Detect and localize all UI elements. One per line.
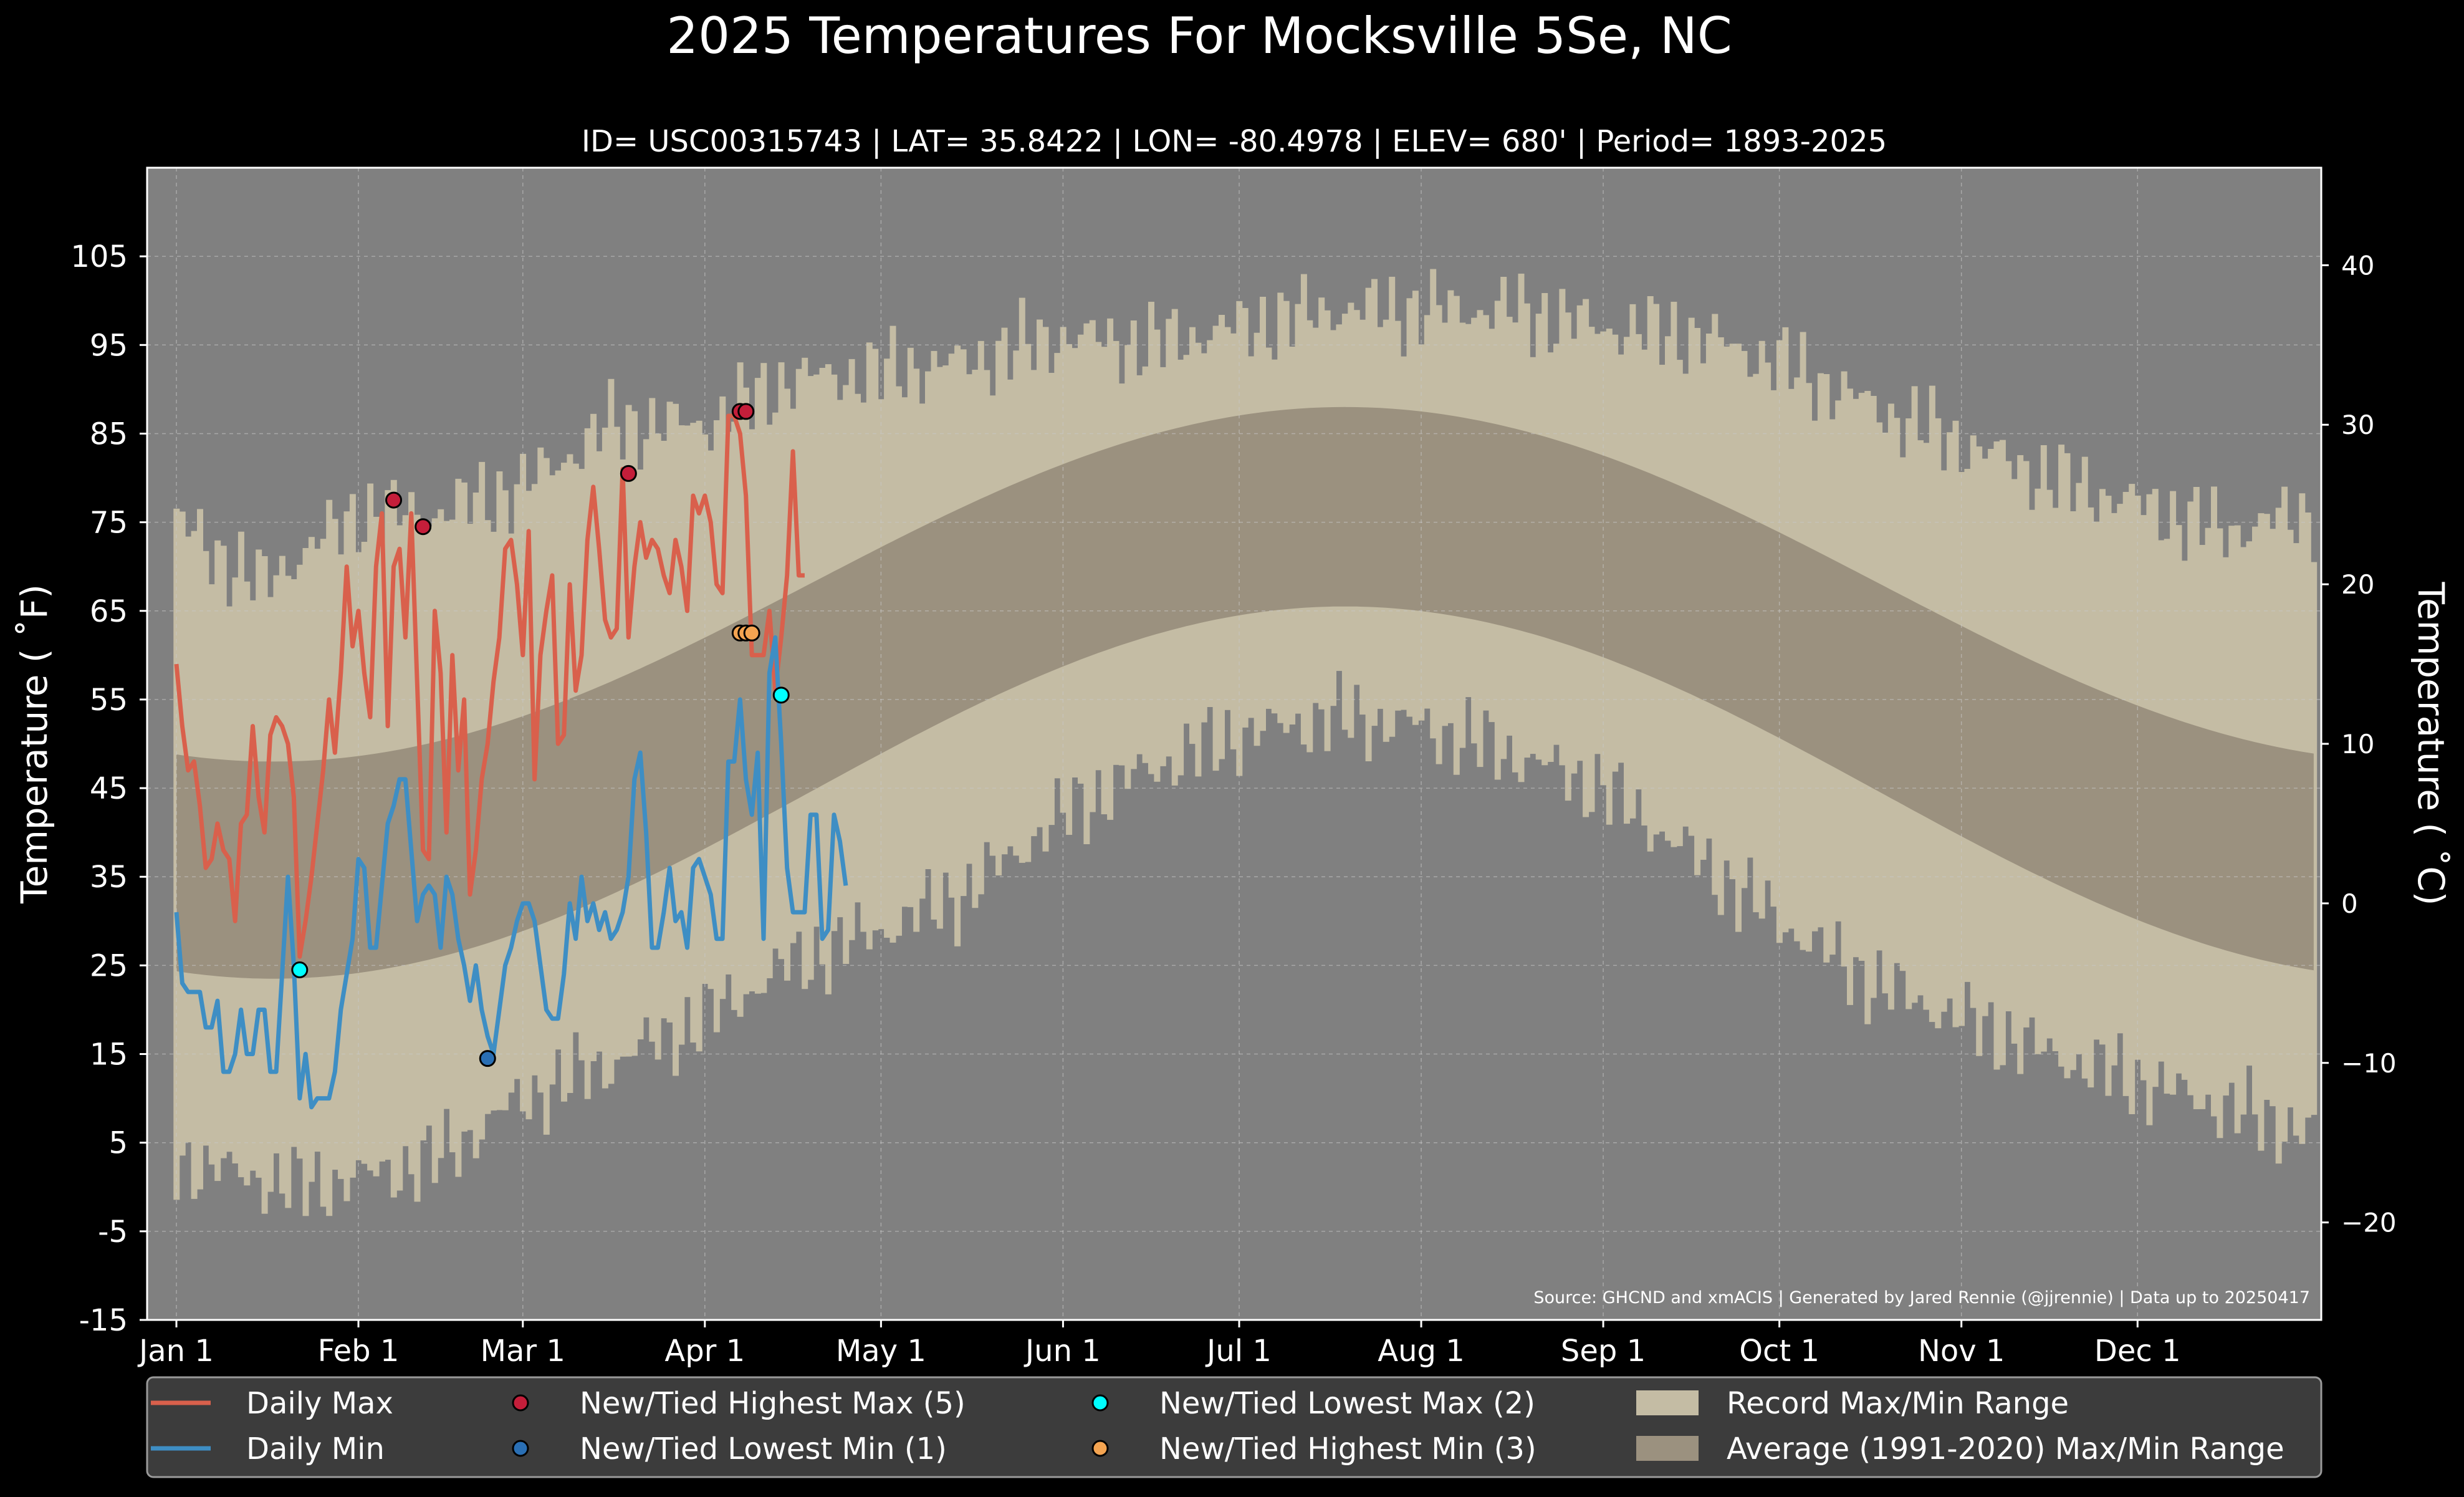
x-tick-label: Dec 1 bbox=[2094, 1334, 2181, 1369]
y-tick-label: 85 bbox=[90, 416, 128, 451]
plot-area: Source: GHCND and xmACIS | Generated by … bbox=[146, 166, 2323, 1321]
legend-label: Daily Min bbox=[246, 1432, 385, 1466]
y-tick-label: 55 bbox=[90, 683, 128, 718]
y-tick-label-right: 10 bbox=[2341, 729, 2374, 759]
y-tick-label-right: 30 bbox=[2341, 410, 2374, 440]
legend: Daily Max Daily Min New/Tied Highest Max (… bbox=[146, 1376, 2323, 1478]
source-note: Source: GHCND and xmACIS | Generated by … bbox=[1533, 1288, 2310, 1307]
y-tick-label: 45 bbox=[90, 771, 128, 806]
y-tick-label: 5 bbox=[108, 1126, 128, 1161]
chart-title: 2025 Temperatures For Mocksville 5Se, NC bbox=[666, 7, 1732, 65]
chart-subtitle: ID= USC00315743 | LAT= 35.8422 | LON= -8… bbox=[582, 124, 1887, 159]
y-tick-label: 15 bbox=[90, 1037, 128, 1072]
y-axis-right-label: Temperature ( ˚C) bbox=[2410, 581, 2452, 905]
record-marker bbox=[737, 403, 755, 420]
record-marker bbox=[743, 624, 760, 642]
record-marker bbox=[479, 1050, 496, 1067]
x-tick-label: Feb 1 bbox=[318, 1334, 400, 1369]
record-marker bbox=[772, 686, 790, 704]
x-tick-label: Nov 1 bbox=[1918, 1334, 2005, 1369]
x-tick-label: Sep 1 bbox=[1561, 1334, 1646, 1369]
legend-label: Record Max/Min Range bbox=[1727, 1386, 2069, 1421]
legend-swatch bbox=[512, 1394, 529, 1412]
legend-swatch bbox=[512, 1440, 529, 1457]
y-axis-right: 40 30 20 10 0 −10 −20 bbox=[2321, 250, 2397, 1238]
x-tick-label: Apr 1 bbox=[664, 1334, 745, 1369]
y-tick-label: 95 bbox=[90, 328, 128, 363]
y-tick-label: 65 bbox=[90, 594, 128, 629]
y-tick-label-right: 20 bbox=[2341, 569, 2374, 600]
y-tick-label: 75 bbox=[90, 506, 128, 541]
y-tick-label: 105 bbox=[70, 239, 128, 274]
y-axis-left-label: Temperature ( ˚F) bbox=[13, 584, 55, 904]
legend-label: Daily Max bbox=[246, 1386, 393, 1421]
y-tick-label-right: 0 bbox=[2341, 888, 2358, 919]
y-tick-label-right: 40 bbox=[2341, 250, 2374, 281]
daily-min-line bbox=[174, 635, 848, 1110]
legend-swatch bbox=[1091, 1440, 1109, 1457]
legend-swatch bbox=[1091, 1394, 1109, 1412]
legend-label: Average (1991-2020) Max/Min Range bbox=[1727, 1432, 2284, 1466]
record-marker bbox=[385, 491, 403, 509]
record-marker bbox=[620, 465, 637, 482]
legend-label: New/Tied Lowest Min (1) bbox=[580, 1432, 947, 1466]
daily-max-line bbox=[174, 413, 805, 959]
record-markers bbox=[291, 403, 790, 1067]
x-tick-label: Oct 1 bbox=[1739, 1334, 1819, 1369]
y-tick-label: 35 bbox=[90, 860, 128, 895]
legend-swatch bbox=[1636, 1390, 1699, 1415]
x-tick-label: Aug 1 bbox=[1378, 1334, 1465, 1369]
legend-label: New/Tied Highest Min (3) bbox=[1159, 1432, 1536, 1466]
y-tick-label: -15 bbox=[79, 1303, 128, 1338]
legend-swatch bbox=[1636, 1436, 1699, 1461]
y-tick-label: 25 bbox=[90, 948, 128, 983]
x-tick-label: Jun 1 bbox=[1023, 1334, 1101, 1369]
x-axis: Jan 1 Feb 1 Mar 1 Apr 1 May 1 Jun 1 Jul 1 Aug 1… bbox=[137, 1320, 2181, 1369]
x-tick-label: Jan 1 bbox=[137, 1334, 214, 1369]
legend-label: New/Tied Highest Max (5) bbox=[580, 1386, 966, 1421]
record-marker bbox=[415, 518, 432, 536]
grid-lines bbox=[147, 168, 2321, 1320]
legend-box bbox=[146, 1376, 2323, 1478]
y-tick-label: -5 bbox=[98, 1215, 128, 1249]
y-axis-left: 105 95 85 75 65 55 45 35 25 15 5 -5 -15 bbox=[70, 239, 147, 1338]
legend-label: New/Tied Lowest Max (2) bbox=[1159, 1386, 1535, 1421]
x-tick-label: Jul 1 bbox=[1205, 1334, 1272, 1369]
x-tick-label: Mar 1 bbox=[481, 1334, 565, 1369]
y-tick-label-right: −10 bbox=[2341, 1048, 2397, 1079]
record-range-bar bbox=[2311, 562, 2318, 1115]
y-tick-label-right: −20 bbox=[2341, 1208, 2397, 1238]
x-tick-label: May 1 bbox=[836, 1334, 926, 1369]
record-marker bbox=[291, 961, 309, 978]
